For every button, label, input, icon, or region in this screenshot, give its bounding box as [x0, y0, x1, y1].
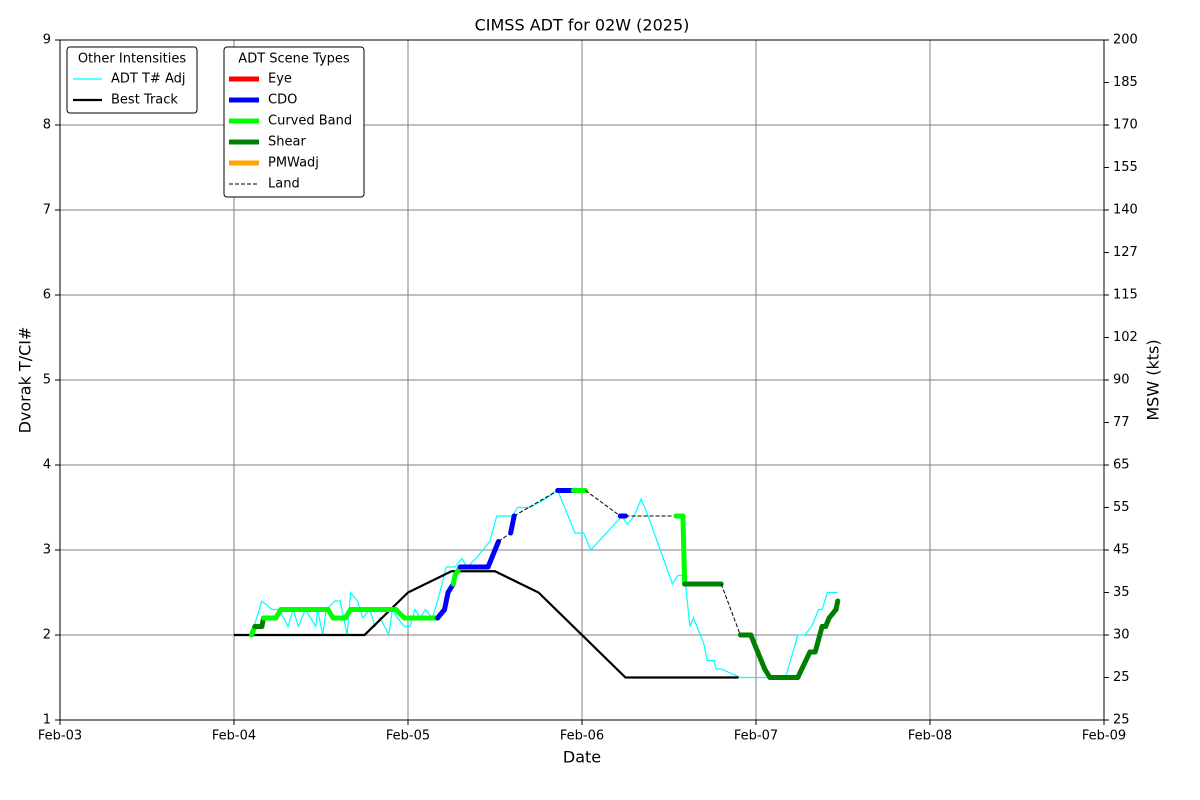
scene-segment	[812, 624, 825, 655]
legend-title: ADT Scene Types	[238, 52, 350, 67]
legend-title: Other Intensities	[78, 52, 187, 67]
scene-segment	[720, 583, 741, 636]
scene-segment	[833, 598, 841, 612]
scene-segment	[748, 632, 761, 655]
legend-box	[223, 46, 365, 198]
y2-tick-label: 115	[1113, 288, 1138, 303]
y2-tick-label: 55	[1113, 500, 1130, 515]
y-tick-label: 5	[43, 373, 51, 388]
x-tick-label: Feb-06	[560, 729, 604, 744]
legend-label: ADT T# Adj	[111, 72, 185, 87]
legend-label: Best Track	[111, 93, 178, 108]
y2-tick-label: 45	[1113, 543, 1130, 558]
y2-tick-label: 102	[1113, 330, 1138, 345]
scene-segment	[508, 513, 517, 536]
x-tick-label: Feb-08	[908, 729, 952, 744]
y-tick-label: 8	[43, 118, 51, 133]
x-tick-label: Feb-03	[38, 729, 82, 744]
legend-label: PMWadj	[268, 156, 319, 171]
x-tick-label: Feb-04	[212, 729, 256, 744]
adt-line	[250, 489, 838, 679]
y2-tick-label: 65	[1113, 458, 1130, 473]
scene-segment	[795, 649, 813, 680]
scene-segment	[492, 539, 501, 553]
y-tick-label: 4	[43, 458, 51, 473]
y2-tick-label: 35	[1113, 585, 1130, 600]
x-tick-label: Feb-07	[734, 729, 778, 744]
y2-tick-label: 140	[1113, 203, 1138, 218]
scene-segment	[680, 513, 688, 587]
y-tick-label: 9	[43, 33, 51, 48]
plot-frame	[59, 39, 1105, 721]
y2-tick-label: 170	[1113, 118, 1138, 133]
scene-segment	[585, 490, 621, 517]
y2-tick-label: 127	[1113, 245, 1138, 260]
chart-title: CIMSS ADT for 02W (2025)	[475, 16, 690, 35]
x-axis-label: Date	[563, 748, 601, 767]
y-tick-label: 3	[43, 543, 51, 558]
y2-tick-label: 90	[1113, 373, 1130, 388]
y2-tick-label: 30	[1113, 628, 1130, 643]
legend-label: CDO	[268, 93, 297, 108]
legend-label: Eye	[268, 72, 292, 87]
y-tick-label: 6	[43, 288, 51, 303]
x-tick-label: Feb-05	[386, 729, 430, 744]
legend-label: Curved Band	[268, 114, 352, 129]
x-tick-label: Feb-09	[1082, 729, 1126, 744]
y-tick-label: 7	[43, 203, 51, 218]
y2-tick-label: 155	[1113, 160, 1138, 175]
y2-tick-label: 25	[1113, 670, 1130, 685]
scene-segment	[755, 649, 768, 672]
scene-segment	[442, 590, 451, 612]
scene-segment	[513, 490, 558, 517]
y-tick-label: 2	[43, 628, 51, 643]
y2-tick-label: 200	[1113, 33, 1138, 48]
y2-tick-label: 185	[1113, 75, 1138, 90]
y2-tick-label: 77	[1113, 415, 1130, 430]
scene-segment	[485, 547, 498, 570]
y2-axis-label: MSW (kts)	[1144, 339, 1163, 420]
legend-box	[66, 46, 198, 114]
y2-tick-label: 25	[1113, 713, 1130, 728]
y-axis-label: Dvorak T/CI#	[16, 327, 35, 434]
best-track-line	[234, 570, 739, 679]
legend-label: Shear	[268, 135, 306, 150]
y-tick-label: 1	[43, 713, 51, 728]
legend-label: Land	[268, 177, 300, 192]
